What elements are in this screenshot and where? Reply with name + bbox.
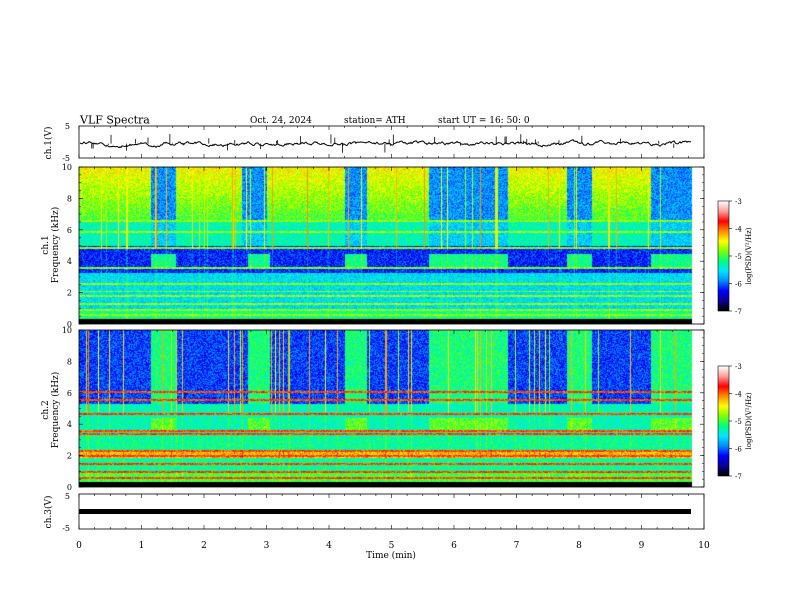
ch1-colorbar-tick-label: -4: [735, 226, 742, 234]
ch1-spectrogram-ytick-label: 0: [67, 320, 72, 329]
ch2-spectrogram-panel: 0 2 4 6 8 10 ch.2 Frequency (kHz): [41, 326, 705, 492]
ch1-spectrogram-ytick-label: 8: [67, 194, 72, 203]
ch1-spectrogram-ytick-label: 4: [67, 257, 72, 266]
ch3-voltage-trace: [79, 509, 691, 514]
ch2-spectrogram-ytick-label: 6: [67, 389, 72, 398]
ch1-voltage-frame: [78, 125, 705, 159]
time-axis-tick-label: 3: [264, 541, 270, 551]
time-axis-tick-label: 0: [76, 541, 82, 551]
ch1-spectrogram-image-holder: [79, 167, 704, 324]
ch1-colorbar-tick-label: -6: [735, 281, 742, 289]
ch2-spectrogram-ytick-label: 8: [67, 357, 72, 366]
ch2-spectrogram-image-holder: [79, 330, 704, 487]
ch2-colorbar-label: log(PSD)(V²/Hz): [745, 392, 753, 449]
time-axis-tick-label: 9: [639, 541, 645, 551]
ch1-voltage-trace: [79, 134, 692, 153]
figure-title: VLF Spectra: [79, 114, 150, 127]
ch1-voltage-panel: 5 -5 ch.1(V): [43, 122, 705, 163]
time-axis-tick-label: 8: [576, 541, 582, 551]
ch3-voltage-ytick-bottom: -5: [62, 524, 70, 533]
ch1-colorbar-tick-label: -3: [735, 198, 742, 206]
time-axis-tick-label: 10: [698, 541, 710, 551]
ch1-voltage-ytick-top: 5: [65, 122, 70, 131]
ch1-voltage-ylabel: ch.1(V): [43, 127, 54, 160]
ch3-voltage-panel: 5 -5 ch.3(V): [43, 492, 705, 533]
ch1-spectrogram-ylabel: Frequency (kHz): [50, 207, 61, 284]
time-axis-tick-label: 7: [514, 541, 520, 551]
time-axis-tick-label: 2: [201, 541, 207, 551]
station-label: station= ATH: [344, 116, 406, 126]
time-axis-tick-label: 4: [326, 541, 332, 551]
time-axis: 0 1 2 3 4 5 6 7 8 9 10: [76, 541, 710, 551]
ch2-spectrogram-channel-label: ch.2: [41, 400, 51, 419]
ch2-spectrogram-ytick-label: 4: [67, 420, 72, 429]
ch2-colorbar-tick-label: -4: [735, 391, 742, 399]
ch1-spectrogram-ytick-label: 2: [67, 289, 72, 298]
ch1-colorbar-label: log(PSD)(V²/Hz): [745, 227, 753, 284]
ch1-voltage-ytick-bottom: -5: [62, 154, 70, 163]
ch2-colorbar-tick-label: -3: [735, 363, 742, 371]
ch2-colorbar-tick-label: -6: [735, 446, 742, 454]
ch2-spectrogram-ytick-label: 2: [67, 452, 72, 461]
ch1-colorbar-gradient: [718, 201, 729, 311]
time-axis-label: Time (min): [366, 550, 416, 561]
time-axis-tick-label: 5: [389, 541, 395, 551]
ch3-voltage-ylabel: ch.3(V): [43, 496, 54, 529]
time-axis-tick-label: 6: [451, 541, 457, 551]
time-axis-tick-label: 1: [139, 541, 145, 551]
ch1-spectrogram-heatmap: [79, 167, 704, 324]
ch1-spectrogram-channel-label: ch.1: [41, 235, 51, 254]
ch2-colorbar-tick-label: -5: [735, 418, 742, 426]
ch2-spectrogram-heatmap: [79, 330, 704, 487]
ch1-colorbar: -3 -4 -5 -6 -7 log(PSD)(V²/Hz): [717, 198, 753, 316]
ch2-spectrogram-ytick-label: 10: [62, 326, 72, 335]
ch2-colorbar-gradient: [718, 366, 729, 476]
ch1-colorbar-tick-label: -5: [735, 253, 742, 261]
ch2-spectrogram-ytick-label: 0: [67, 483, 72, 492]
start-time-label: start UT = 16: 50: 0: [438, 116, 530, 126]
ch3-voltage-ytick-top: 5: [65, 492, 70, 501]
ch1-colorbar-tick-label: -7: [735, 308, 742, 316]
ch1-spectrogram-ytick-label: 6: [67, 226, 72, 235]
ch2-colorbar: -3 -4 -5 -6 -7 log(PSD)(V²/Hz): [717, 363, 753, 481]
ch1-spectrogram-ytick-label: 10: [62, 163, 72, 172]
ch2-colorbar-tick-label: -7: [735, 473, 742, 481]
ch2-spectrogram-ylabel: Frequency (kHz): [50, 372, 61, 449]
date-label: Oct. 24, 2024: [250, 116, 312, 126]
ch1-spectrogram-panel: 0 2 4 6 8 10 ch.1 Frequency (kHz): [41, 163, 705, 329]
